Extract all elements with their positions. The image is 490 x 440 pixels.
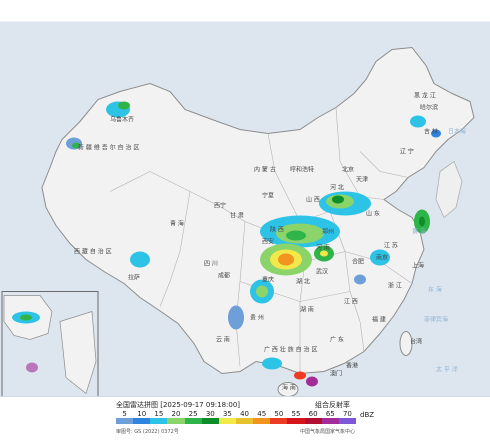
label-lhasa: 拉萨	[128, 274, 140, 282]
label-hefei: 合肥	[352, 258, 364, 266]
sea-philippine: 菲律宾海	[424, 316, 448, 324]
legend-ticks: 5 10 15 20 25 30 35 40 45 50 55 60 65 70	[116, 410, 356, 418]
colorbar-swatch	[201, 418, 219, 424]
label-hubei: 湖 北	[296, 278, 310, 286]
tick-label: 30	[205, 410, 215, 418]
label-shandong: 山 东	[366, 210, 380, 218]
label-chengdu: 成都	[218, 272, 230, 280]
colorbar-swatch	[287, 418, 305, 424]
footer-source: 中国气象局国家气象中心	[300, 429, 356, 435]
label-xining: 西宁	[214, 202, 226, 210]
label-tianjin: 天津	[356, 177, 368, 184]
colorbar-swatch	[321, 418, 339, 424]
label-hainan: 海 南	[282, 384, 296, 392]
colorbar-swatch	[235, 418, 254, 424]
label-urumqi: 乌鲁木齐	[110, 116, 134, 124]
label-chongqing: 重庆	[262, 276, 274, 284]
tick-label: 50	[274, 410, 284, 418]
radar-echoes	[66, 101, 441, 411]
colorbar-swatch	[133, 418, 151, 424]
sea-pacific: 太 平 洋	[436, 366, 458, 374]
label-shanxi: 山 西	[306, 196, 320, 204]
sea-east: 东 海	[428, 286, 442, 294]
legend-title: 全国雷达拼图 [2025-09-17 09:18:00]	[116, 401, 241, 409]
label-taiwan: 台湾	[410, 338, 422, 346]
colorbar-swatch	[116, 418, 134, 424]
label-qinghai: 青 海	[170, 220, 184, 228]
label-guangdong: 广 东	[330, 336, 344, 344]
colorbar-swatch	[304, 418, 322, 424]
label-fujian: 福 建	[372, 316, 386, 324]
label-sichuan: 四 川	[204, 261, 218, 268]
south-china-sea-inset	[1, 291, 99, 416]
label-harbin: 哈尔滨	[420, 104, 438, 112]
label-guangxi: 广 西 壮 族 自 治 区	[264, 346, 317, 354]
colorbar-swatch	[218, 418, 236, 424]
tick-label: 55	[291, 410, 301, 418]
label-shaanxi: 陕 西	[270, 226, 284, 234]
tick-label: 45	[257, 410, 267, 418]
china-landmass	[41, 46, 475, 375]
label-neimenggu: 内 蒙 古	[254, 166, 276, 174]
tick-label: 40	[240, 410, 250, 418]
label-zhejiang: 浙 江	[388, 282, 402, 290]
label-hunan: 湖 南	[300, 306, 314, 314]
label-henan: 河 南	[316, 244, 330, 252]
taiwan-island	[399, 331, 413, 356]
tick-label: 25	[188, 410, 198, 418]
legend-unit: dBZ	[360, 411, 375, 419]
tick-label: 10	[137, 410, 147, 418]
label-wuhan: 武汉	[316, 268, 328, 276]
label-zhengzhou: 郑州	[322, 228, 334, 236]
label-jiangxi: 江 西	[344, 299, 358, 306]
legend-panel: 全国雷达拼图 [2025-09-17 09:18:00] 组合反射率 5 10 15…	[0, 396, 490, 440]
legend-product: 组合反射率	[315, 401, 350, 409]
label-guizhou: 贵 州	[250, 314, 264, 322]
label-macau: 澳门	[330, 370, 342, 378]
label-xian: 西安	[262, 238, 274, 246]
colorbar-swatch	[184, 418, 202, 424]
label-ningxia: 宁夏	[262, 192, 274, 200]
tick-label: 35	[222, 410, 232, 418]
tick-label: 60	[308, 410, 318, 418]
tick-label: 70	[342, 410, 352, 418]
label-yunnan: 云 南	[216, 336, 230, 344]
colorbar-swatch	[167, 418, 185, 424]
label-liaoning: 辽 宁	[400, 148, 414, 156]
colorbar-swatch	[338, 418, 356, 424]
label-jiangsu: 江 苏	[384, 242, 398, 250]
label-huhehaote: 呼和浩特	[290, 166, 314, 174]
colorbar-swatch	[150, 418, 168, 424]
label-jilin: 吉 林	[424, 128, 438, 136]
tick-label: 15	[154, 410, 164, 418]
colorbar-swatch	[253, 418, 271, 424]
colorbar-swatch	[270, 418, 288, 424]
label-gansu: 甘 肃	[230, 212, 244, 220]
footer-approval: 审图号: GS (2022) 0372号	[116, 429, 179, 435]
sea-japan: 日本海	[448, 128, 466, 136]
tick-label: 5	[122, 410, 127, 418]
tick-label: 65	[325, 410, 335, 418]
label-xinjiang: 新 疆 维 吾 尔 自 治 区	[78, 144, 139, 152]
label-nanjing: 南京	[376, 254, 388, 262]
label-hebei: 河 北	[330, 184, 344, 192]
sea-yellow: 黄 海	[412, 228, 426, 236]
legend-colorbar	[116, 418, 356, 424]
label-xizang: 西 藏 自 治 区	[74, 248, 112, 256]
label-hongkong: 香港	[346, 362, 358, 370]
label-shanghai: 上海	[412, 262, 424, 270]
label-heilongjiang: 黑 龙 江	[414, 92, 436, 100]
tick-label: 20	[171, 410, 181, 418]
label-beijing: 北京	[342, 166, 354, 174]
neighbor-land	[435, 160, 463, 219]
